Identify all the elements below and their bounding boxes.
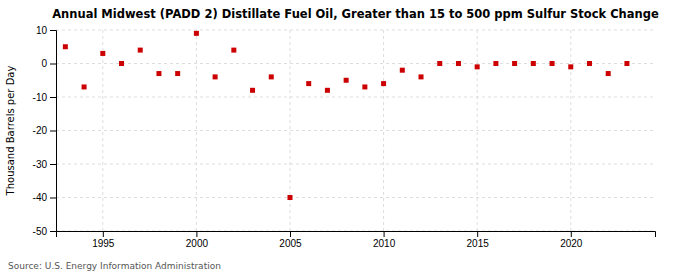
tick-mark [103, 231, 104, 237]
grid-line-x [383, 30, 384, 231]
tick-label: 2010 [373, 238, 396, 249]
x-axis: 1995 2000 2005 2010 2015 2020 [57, 231, 656, 249]
tick-mark [571, 231, 572, 237]
grid-line-y [56, 164, 655, 165]
tick-label: -50 [33, 226, 48, 237]
point [381, 81, 386, 86]
point [269, 74, 274, 79]
grid-line-x [477, 30, 478, 231]
grid [56, 30, 655, 231]
plot: 1995 2000 2005 2010 2015 2020 -50 -40 -30 -20 -10 0… [33, 25, 656, 249]
tick-label: -20 [33, 125, 48, 136]
title: Annual Midwest (PADD 2) Distillate Fuel … [52, 7, 659, 21]
point [344, 78, 349, 83]
tick-mark [50, 30, 56, 31]
point [250, 88, 255, 93]
point [213, 74, 218, 79]
y-axis: -50 -40 -30 -20 -10 0 10 [33, 25, 57, 237]
point [194, 31, 199, 36]
grid-line-x [196, 30, 197, 231]
tick-mark [50, 164, 56, 165]
tick-label: -10 [33, 92, 48, 103]
point [568, 64, 573, 69]
point [119, 61, 124, 66]
tick: -30 [33, 159, 56, 170]
point [419, 74, 424, 79]
point [493, 61, 498, 66]
tick-mark [50, 97, 56, 98]
point [531, 61, 536, 66]
grid-line-y [56, 63, 655, 64]
grid-line-x [570, 30, 571, 231]
tick-label: 2000 [186, 238, 209, 249]
point [100, 51, 105, 56]
point [287, 195, 292, 200]
grid-line-y [56, 197, 655, 198]
tick-label: 2005 [279, 238, 302, 249]
point [325, 88, 330, 93]
tick: 2020 [560, 231, 583, 249]
point [138, 48, 143, 53]
grid-line-x [289, 30, 290, 231]
tick: 2010 [373, 231, 396, 249]
grid-line-x [102, 30, 103, 231]
grid-line-y [56, 97, 655, 98]
axis-line [57, 232, 656, 238]
tick: 2015 [467, 231, 490, 249]
point [156, 71, 161, 76]
point [231, 48, 236, 53]
point [63, 44, 68, 49]
tick-mark [196, 231, 197, 237]
tick-mark [50, 64, 56, 65]
grid-line-y [56, 130, 655, 131]
annotation: Source: U.S. Energy Information Administ… [8, 261, 221, 271]
tick-mark [50, 131, 56, 132]
tick: -50 [33, 226, 56, 237]
tick: -20 [33, 125, 56, 136]
point [362, 84, 367, 89]
tick-label: -30 [33, 159, 48, 170]
point [512, 61, 517, 66]
point [606, 71, 611, 76]
tick-mark [50, 231, 56, 232]
point [437, 61, 442, 66]
grid-line-y [56, 30, 655, 31]
y-axis-title: Thousand Barrels per Day [5, 66, 16, 197]
tick: 2000 [186, 231, 209, 249]
point [550, 61, 555, 66]
tick-label: 2015 [467, 238, 490, 249]
tick: -40 [33, 192, 56, 203]
tick-mark [50, 198, 56, 199]
point [400, 68, 405, 73]
tick-label: 10 [36, 25, 48, 36]
tick-mark [290, 231, 291, 237]
tick: 0 [41, 58, 56, 69]
chart: 1995 2000 2005 2010 2015 2020 -50 -40 -30 -20 -10 0… [0, 0, 675, 275]
point [82, 84, 87, 89]
point [587, 61, 592, 66]
tick: -10 [33, 92, 56, 103]
axis-line [50, 31, 57, 232]
tick: 1995 [92, 231, 115, 249]
tick: 10 [36, 25, 56, 36]
tick: 2005 [279, 231, 302, 249]
point [475, 64, 480, 69]
tick-mark [477, 231, 478, 237]
points [63, 31, 630, 200]
tick-label: -40 [33, 192, 48, 203]
tick-label: 1995 [92, 238, 115, 249]
point [306, 81, 311, 86]
tick-label: 0 [41, 58, 47, 69]
tick-label: 2020 [560, 238, 583, 249]
point [456, 61, 461, 66]
tick-mark [384, 231, 385, 237]
point [624, 61, 629, 66]
point [175, 71, 180, 76]
